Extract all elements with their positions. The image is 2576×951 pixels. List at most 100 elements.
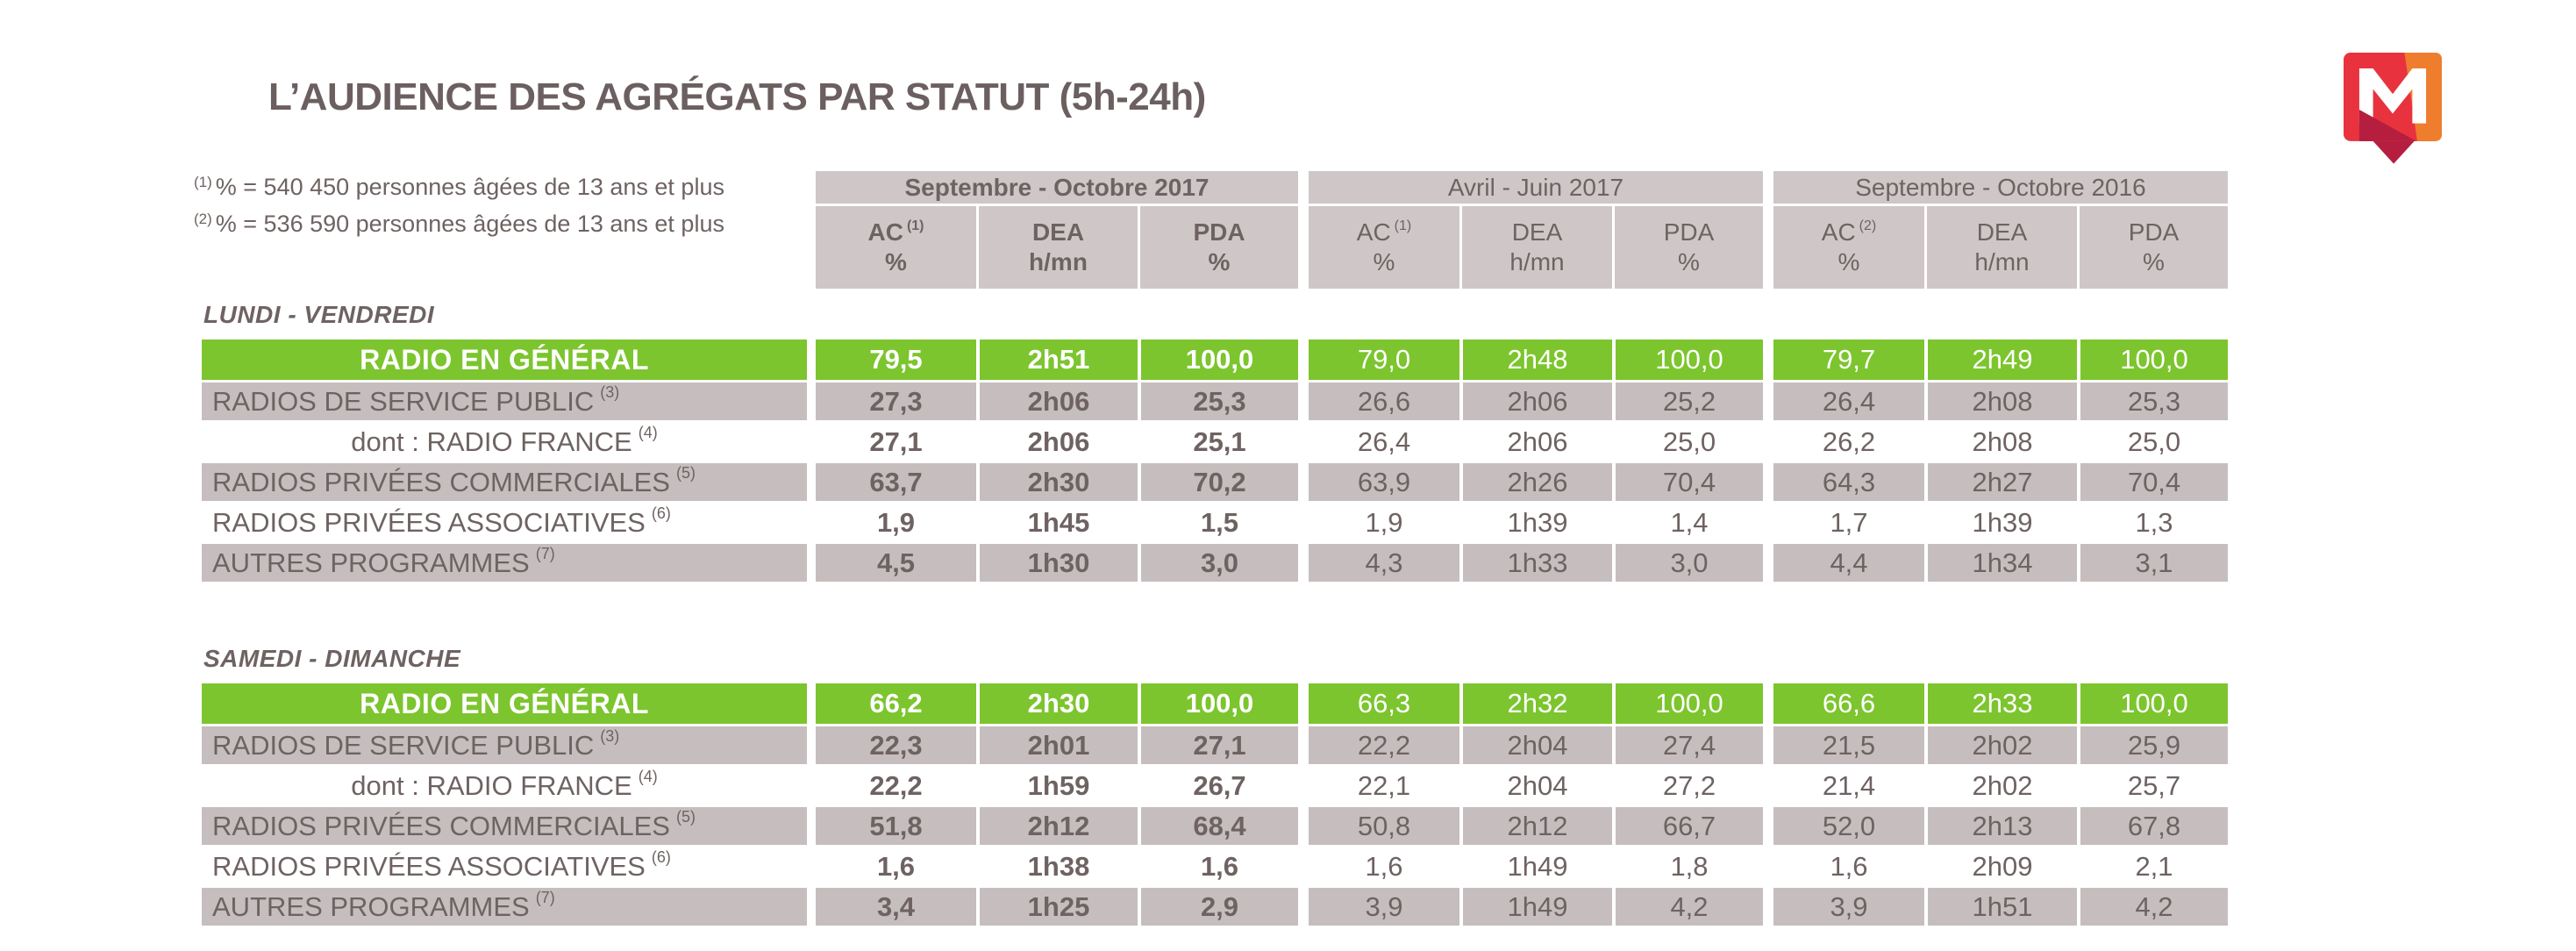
value-cell: 27,1 [1138,726,1298,764]
value-cell: 2h04 [1459,726,1612,764]
value-cell: 2h30 [976,463,1138,501]
value-cell: 2h06 [976,383,1138,420]
value-cell: 1h51 [1924,888,2077,926]
column-gap [1298,807,1309,845]
section-label-samedi-dimanche: SAMEDI - DIMANCHE [203,645,461,672]
value-cell: 66,7 [1612,807,1763,845]
column-gap [1763,888,1773,926]
value-cell: 1h34 [1924,544,2077,582]
column-gap [807,423,816,461]
column-header-dea-g2: DEA h/mn [1459,206,1612,289]
row-label: RADIOS DE SERVICE PUBLIC (3) [202,383,807,420]
value-cell: 1,5 [1138,504,1298,541]
audience-table: Septembre - Octobre 2017 Avril - Juin 20… [202,171,2228,926]
column-header-ac-g2: AC (1)% [1309,206,1459,289]
row-label: RADIO EN GÉNÉRAL [202,340,807,380]
value-cell: 2h33 [1924,683,2077,724]
value-cell: 25,7 [2077,767,2228,804]
value-cell: 4,5 [816,544,976,582]
value-cell: 2h08 [1924,423,2077,461]
value-cell: 100,0 [1612,340,1763,380]
column-gap [1763,206,1773,289]
column-gap [1298,767,1309,804]
column-gap [807,544,816,582]
value-cell: 51,8 [816,807,976,845]
column-gap [1763,847,1773,885]
column-gap [1298,206,1309,289]
column-gap [1298,504,1309,541]
value-cell: 1h49 [1459,847,1612,885]
column-gap [807,847,816,885]
column-gap [807,683,816,724]
value-cell: 52,0 [1773,807,1924,845]
value-cell: 22,2 [1309,726,1459,764]
column-gap [807,726,816,764]
row-label: AUTRES PROGRAMMES (7) [202,544,807,582]
value-cell: 4,2 [1612,888,1763,926]
value-cell: 68,4 [1138,807,1298,845]
column-gap [1763,423,1773,461]
column-header-dea-g3: DEA h/mn [1924,206,2077,289]
value-cell: 1,6 [1138,847,1298,885]
value-cell: 100,0 [1138,340,1298,380]
value-cell: 26,7 [1138,767,1298,804]
column-gap [807,888,816,926]
value-cell: 25,3 [1138,383,1298,420]
row-label: RADIOS PRIVÉES ASSOCIATIVES (6) [212,848,671,882]
period-header-row: Septembre - Octobre 2017 Avril - Juin 20… [202,171,2228,204]
row-label: RADIOS PRIVÉES ASSOCIATIVES (6) [212,504,671,538]
value-cell: 64,3 [1773,463,1924,501]
period-sept-oct-2017: Septembre - Octobre 2017 [816,171,1298,204]
period-sept-oct-2016: Septembre - Octobre 2016 [1773,171,2228,204]
value-cell: 2h51 [976,340,1138,380]
value-cell: 66,3 [1309,683,1459,724]
value-cell: 22,1 [1357,769,1411,801]
column-gap [1763,767,1773,804]
value-cell: 1,9 [1365,506,1403,538]
row-label: AUTRES PROGRAMMES (7) [202,888,807,926]
value-cell: 3,9 [1309,888,1459,926]
value-cell: 2h02 [1924,767,2077,804]
column-gap [1298,544,1309,582]
column-gap [1298,423,1309,461]
value-cell: 2,9 [1138,888,1298,926]
value-cell: 3,9 [1773,888,1924,926]
value-cell: 1h33 [1459,544,1612,582]
value-cell: 1,4 [1612,504,1763,541]
value-cell: 27,2 [1612,767,1763,804]
column-header-pda-g2: PDA% [1612,206,1763,289]
footnote-1-marker: (1) [194,174,212,190]
value-cell: 27,4 [1612,726,1763,764]
value-cell: 3,0 [1138,544,1298,582]
column-header-ac-g1: AC (1)% [816,206,976,289]
column-gap [202,206,807,289]
value-cell: 26,2 [1822,425,1876,457]
value-cell: 63,7 [816,463,976,501]
value-cell: 25,0 [2077,423,2228,461]
value-cell: 100,0 [1138,683,1298,724]
value-cell: 25,1 [1138,423,1298,461]
column-header-dea-g1: DEA h/mn [976,206,1138,289]
value-cell: 25,0 [1612,423,1763,461]
row-label: RADIOS PRIVÉES COMMERCIALES (5) [202,807,807,845]
column-gap [1763,504,1773,541]
footnote-1-text: % = 540 450 personnes âgées de 13 ans et… [215,174,724,200]
value-cell: 1h49 [1459,888,1612,926]
header-spacer [202,171,807,204]
value-cell: 79,7 [1773,340,1924,380]
value-cell: 63,9 [1309,463,1459,501]
value-cell: 1,7 [1830,506,1868,538]
value-cell: 22,2 [869,769,923,801]
value-cell: 2h06 [1459,423,1612,461]
value-cell: 3,4 [816,888,976,926]
value-cell: 2h26 [1459,463,1612,501]
column-header-pda-g3: PDA% [2077,206,2228,289]
column-header-pda-g1: PDA% [1138,206,1298,289]
value-cell: 100,0 [2077,683,2228,724]
page-title: L’AUDIENCE DES AGRÉGATS PAR STATUT (5h-2… [268,75,1206,118]
column-gap [1763,683,1773,724]
value-cell: 2h08 [1924,383,2077,420]
value-cell: 26,6 [1309,383,1459,420]
value-cell: 70,2 [1138,463,1298,501]
table-body-samedi-dimanche: RADIO EN GÉNÉRAL 66,2 2h30 100,0 66,3 2h32 100… [202,683,2228,926]
